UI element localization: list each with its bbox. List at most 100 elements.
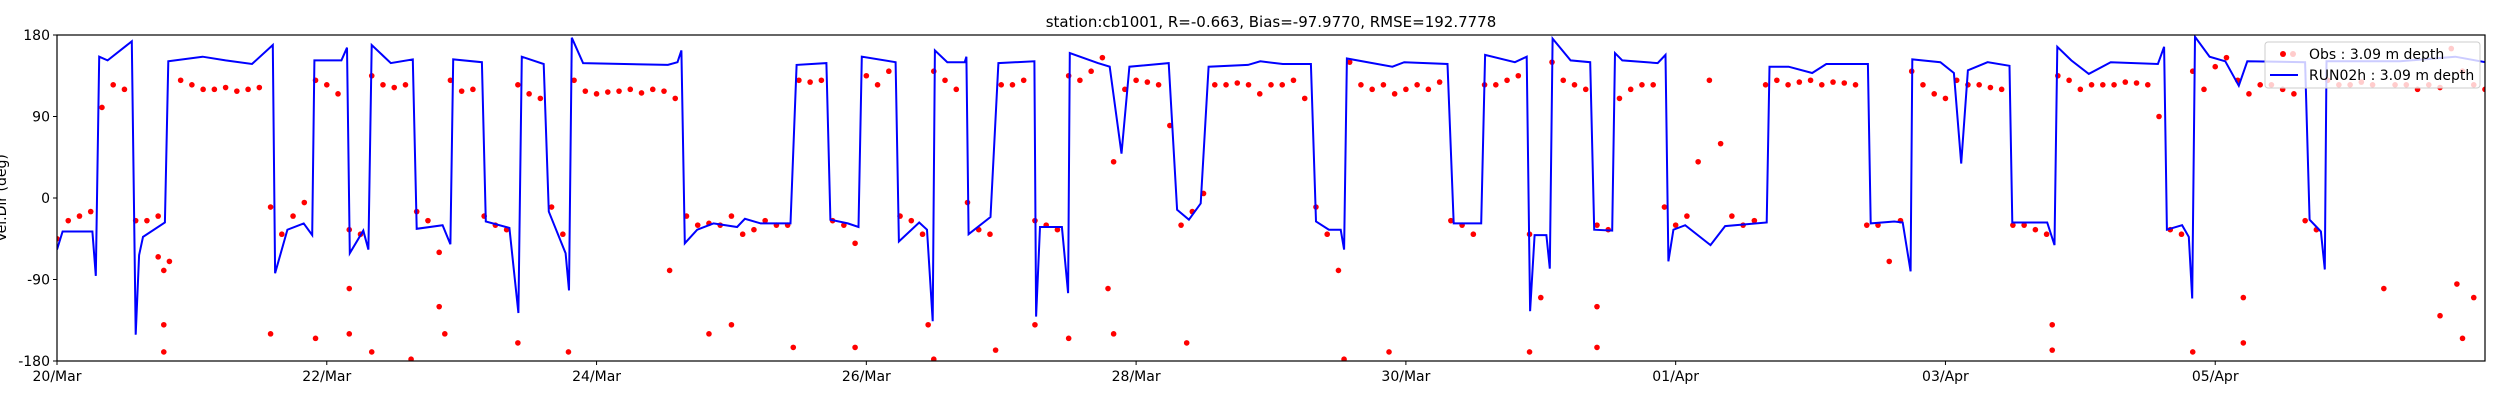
obs-point <box>335 91 341 97</box>
obs-point <box>1807 77 1814 84</box>
obs-point <box>458 88 465 94</box>
obs-point <box>2189 349 2196 355</box>
obs-point <box>1290 77 1297 84</box>
obs-point <box>930 356 937 361</box>
obs-point <box>1268 82 1274 88</box>
obs-point <box>189 82 195 88</box>
obs-point <box>992 347 999 353</box>
obs-point <box>425 217 431 224</box>
obs-point <box>2470 294 2477 301</box>
obs-point <box>2459 335 2466 342</box>
obs-point <box>1386 349 1392 355</box>
obs-point <box>1976 82 1982 88</box>
obs-point <box>987 231 993 238</box>
obs-point <box>1009 82 1016 88</box>
obs-point <box>1571 82 1578 88</box>
obs-point <box>2240 340 2247 346</box>
obs-point <box>2223 54 2230 61</box>
x-tick-label: 28/Mar <box>1112 369 1161 385</box>
obs-point <box>402 82 409 88</box>
obs-point <box>2482 86 2485 93</box>
obs-point <box>863 72 870 79</box>
obs-point <box>470 86 476 93</box>
y-axis-label: Vel.Dir (deg) <box>0 154 10 242</box>
obs-point <box>301 199 308 206</box>
obs-point <box>666 267 673 274</box>
legend-obs-marker <box>2280 51 2286 57</box>
obs-point <box>2122 79 2129 85</box>
obs-point <box>380 82 386 88</box>
obs-point <box>627 86 634 93</box>
x-tick-label: 20/Mar <box>33 369 82 385</box>
obs-point <box>76 213 83 219</box>
legend-obs-marker <box>2290 51 2296 57</box>
obs-point <box>2049 321 2056 328</box>
obs-point <box>1684 213 1690 219</box>
obs-point <box>279 231 285 238</box>
obs-point <box>234 88 240 94</box>
obs-point <box>1762 82 1769 88</box>
obs-point <box>245 86 251 93</box>
obs-point <box>661 88 667 94</box>
obs-point <box>346 331 353 337</box>
y-tick-label: 90 <box>32 110 50 126</box>
obs-point <box>571 77 577 84</box>
obs-point <box>2291 91 2297 97</box>
obs-point <box>1448 217 1454 224</box>
obs-point <box>267 331 274 337</box>
obs-point <box>1470 231 1477 238</box>
obs-point <box>1414 82 1420 88</box>
obs-point <box>1054 226 1061 233</box>
obs-point <box>1324 231 1331 238</box>
obs-point <box>762 217 768 224</box>
obs-point <box>807 79 813 85</box>
obs-point <box>2133 80 2140 86</box>
obs-point <box>2201 86 2207 93</box>
obs-point <box>1560 77 1567 84</box>
obs-point <box>1594 222 1600 228</box>
obs-point <box>1380 82 1387 88</box>
legend: Obs : 3.09 m depth RUN02h : 3.09 m depth <box>2264 41 2481 89</box>
obs-point <box>2144 82 2151 88</box>
obs-point <box>1065 335 1072 342</box>
obs-point <box>1032 321 1038 328</box>
obs-point <box>211 86 218 93</box>
obs-point <box>2257 82 2263 88</box>
obs-point <box>1020 77 1027 84</box>
obs-point <box>436 249 442 256</box>
y-tick-label: -180 <box>18 354 50 370</box>
obs-point <box>346 285 353 292</box>
obs-point <box>1841 80 1848 86</box>
model-line <box>57 35 2485 335</box>
obs-point <box>200 86 206 93</box>
obs-point <box>1436 79 1443 85</box>
obs-point <box>649 86 656 93</box>
obs-point <box>1369 86 1375 93</box>
obs-point <box>739 231 746 238</box>
obs-point <box>1391 91 1398 97</box>
y-tick-label: 0 <box>41 191 50 207</box>
obs-point <box>1639 82 1645 88</box>
obs-point <box>672 95 679 102</box>
obs-point <box>852 344 858 351</box>
obs-point <box>160 349 167 355</box>
obs-point <box>1211 82 1218 88</box>
obs-point <box>1863 222 1870 228</box>
y-tick-label: 180 <box>23 28 50 44</box>
obs-point <box>1785 82 1791 88</box>
obs-point <box>2178 231 2185 238</box>
obs-point <box>312 335 319 342</box>
obs-point <box>1526 349 1533 355</box>
obs-point <box>2156 113 2162 120</box>
obs-point <box>886 68 892 75</box>
obs-point <box>706 331 712 337</box>
obs-point <box>1931 91 1938 97</box>
x-tick-label: 26/Mar <box>842 369 891 385</box>
obs-point <box>290 213 296 219</box>
obs-point <box>694 222 701 228</box>
obs-point <box>1155 82 1162 88</box>
obs-point <box>925 321 931 328</box>
obs-point <box>1110 158 1117 165</box>
obs-point <box>1818 82 1825 88</box>
obs-point <box>1234 80 1241 86</box>
